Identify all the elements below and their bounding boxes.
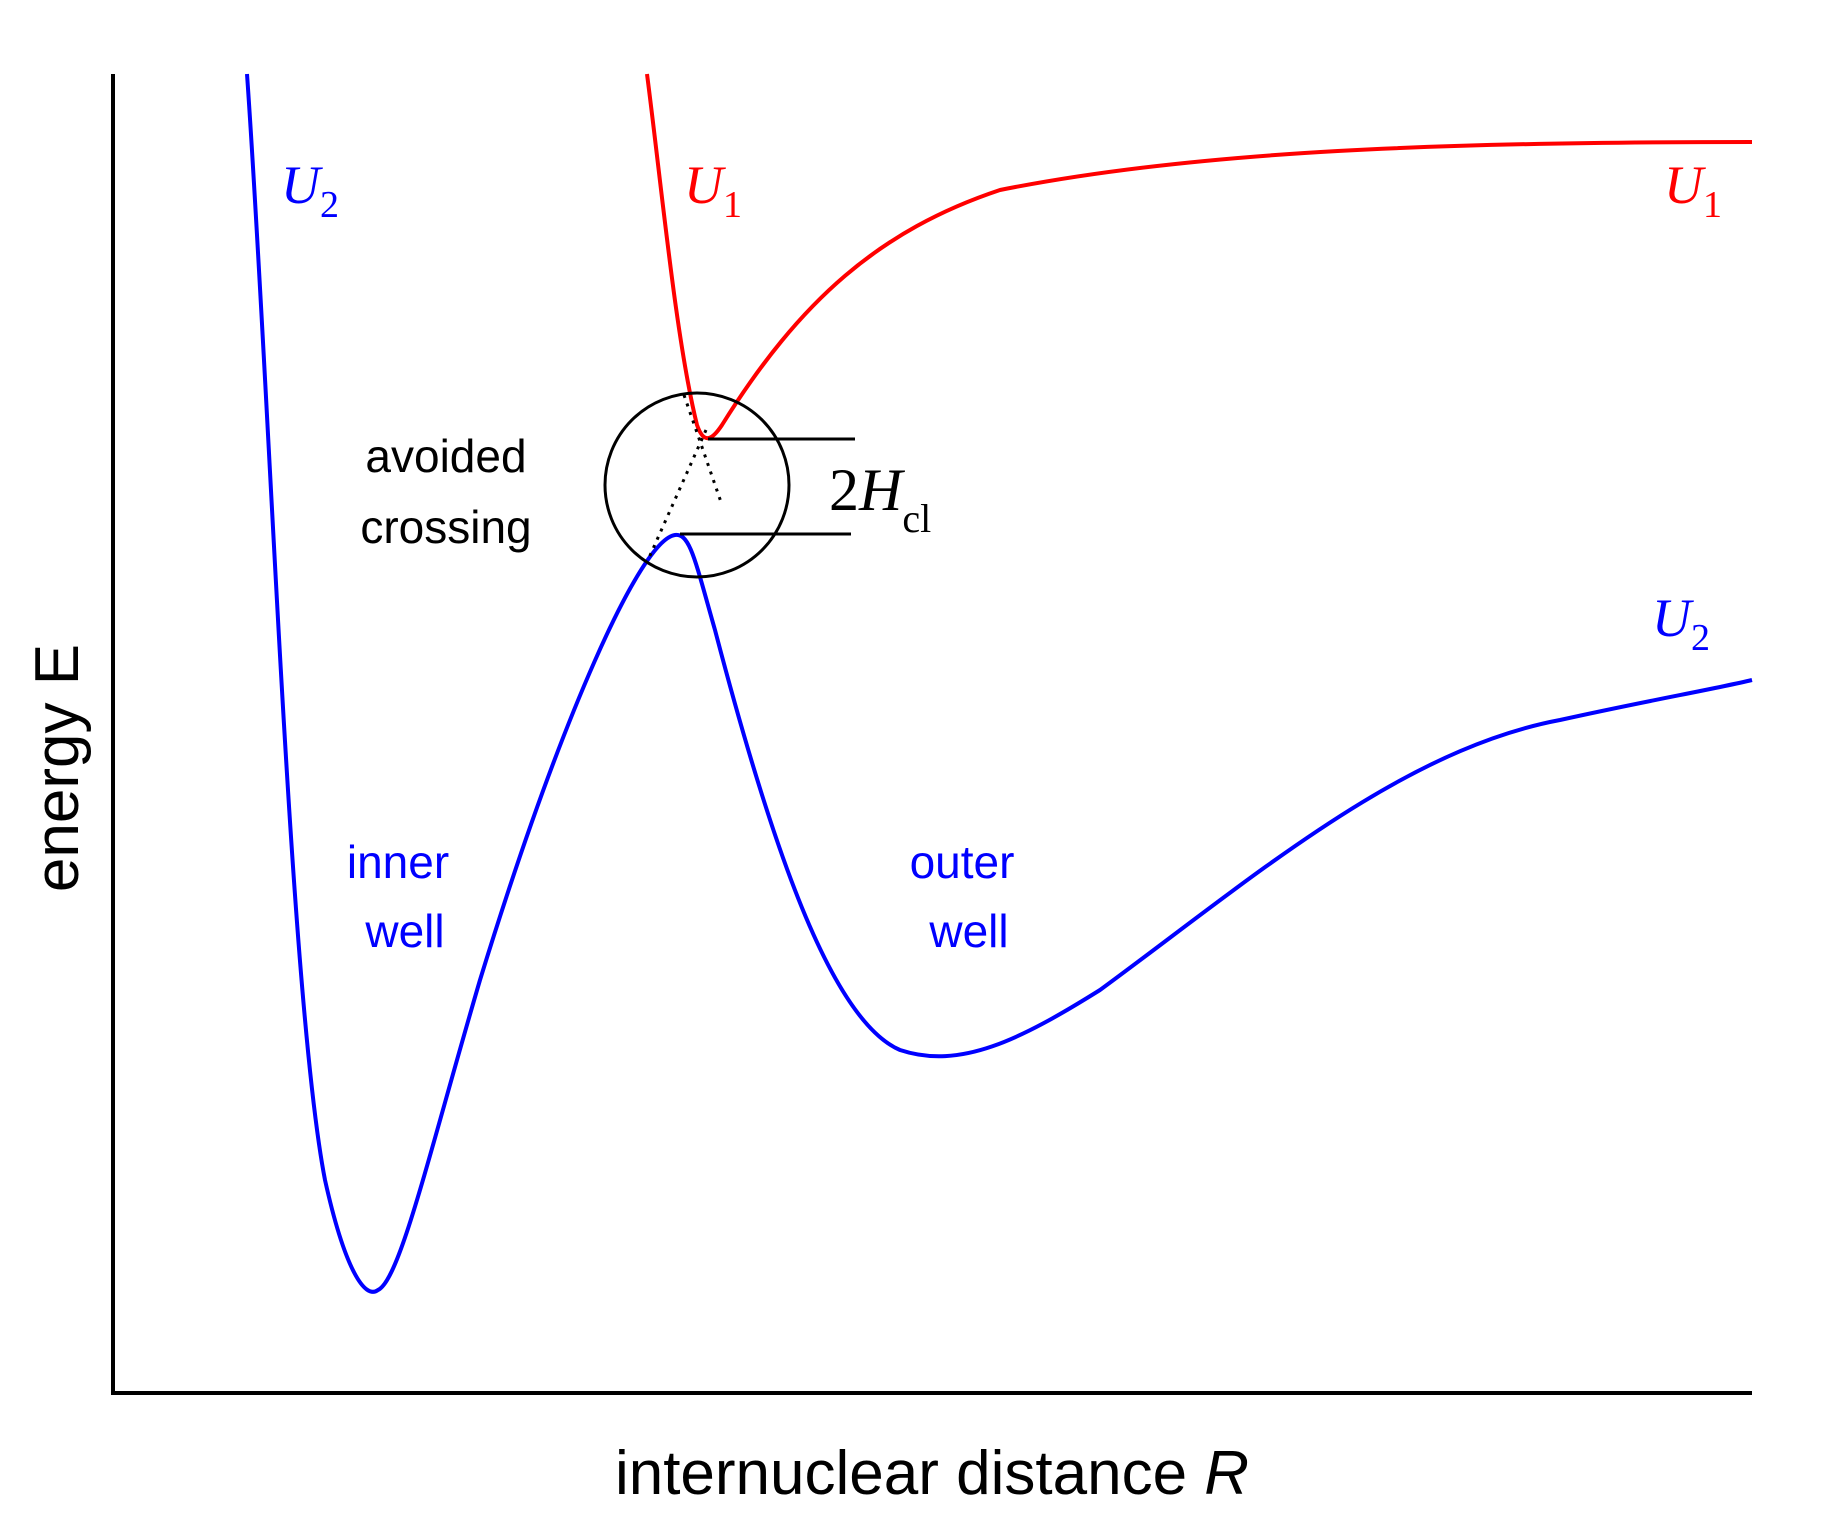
inner-well-label-2: well [364,905,444,957]
u2-curve [245,73,1753,1294]
diabatic-line-b [646,429,708,561]
inner-well-label-1: inner [347,836,449,888]
u2-label-left: U2 [281,155,339,226]
avoided-crossing-circle [603,391,791,579]
diabatic-line-a [682,394,724,506]
u1-curve [645,73,1753,441]
outer-well-label-1: outer [910,836,1015,888]
u2-label-right: U2 [1652,588,1710,659]
avoided-crossing-label-1: avoided [365,430,526,482]
x-axis-label: internuclear distance R [615,1439,1249,1508]
u1-label-right: U1 [1664,155,1722,226]
y-axis-label: energy E [23,644,92,892]
gap-label: 2Hcl [829,457,931,541]
u1-label-left: U1 [684,155,742,226]
avoided-crossing-label-2: crossing [360,501,531,553]
outer-well-label-2: well [928,905,1008,957]
